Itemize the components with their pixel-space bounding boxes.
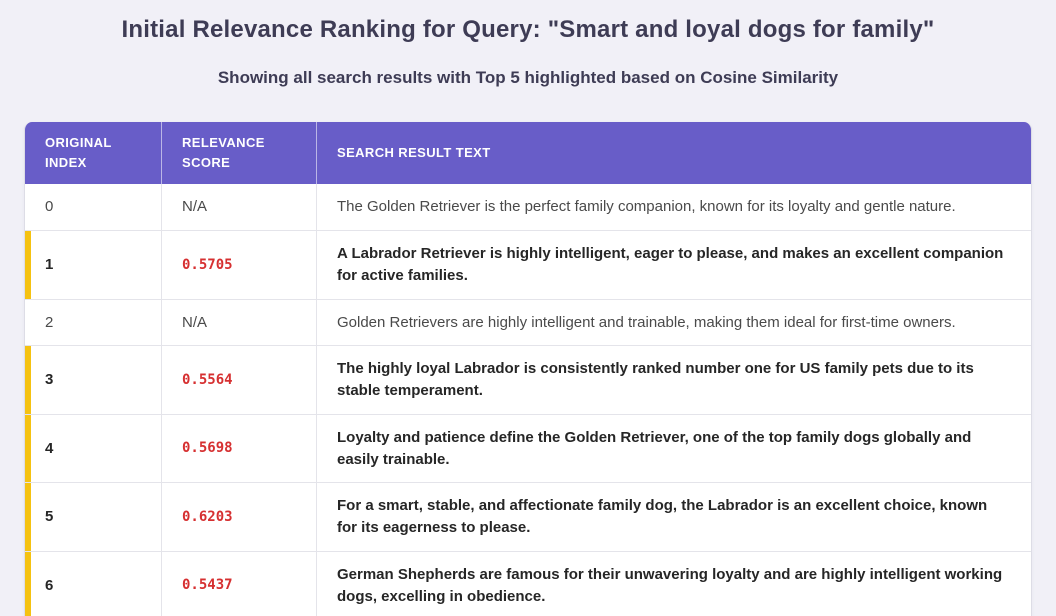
row-relevance-score: 0.5437 (162, 551, 317, 616)
row-result-text: Golden Retrievers are highly intelligent… (317, 299, 1031, 347)
table-row: 2 N/A Golden Retrievers are highly intelli… (25, 299, 1031, 347)
row-original-index: 4 (25, 414, 162, 484)
row-result-text: German Shepherds are famous for their un… (317, 551, 1031, 616)
row-result-text: The highly loyal Labrador is consistentl… (317, 346, 1031, 415)
page-subtitle: Showing all search results with Top 5 hi… (217, 68, 839, 87)
results-table: ORIGINAL INDEX RELEVANCE SCORE SEARCH RE… (25, 122, 1031, 616)
row-original-index: 2 (25, 299, 162, 347)
row-original-index: 3 (25, 346, 162, 415)
column-header-relevance-score: RELEVANCE SCORE (162, 122, 317, 185)
row-original-index: 5 (25, 483, 162, 552)
column-header-original-index: ORIGINAL INDEX (25, 122, 162, 185)
table-row: 4 0.5698 Loyalty and patience define the G… (25, 414, 1031, 484)
results-table-header: ORIGINAL INDEX RELEVANCE SCORE SEARCH RE… (25, 122, 1031, 185)
results-table-body: 0 N/A The Golden Retriever is the perfect … (25, 184, 1031, 616)
row-original-index: 1 (25, 231, 162, 300)
row-relevance-score: 0.5705 (162, 231, 317, 300)
header-row: ORIGINAL INDEX RELEVANCE SCORE SEARCH RE… (25, 122, 1031, 185)
row-original-index: 0 (25, 184, 162, 232)
page-title: Initial Relevance Ranking for Query: "Sm… (121, 16, 935, 43)
row-result-text: Loyalty and patience define the Golden R… (317, 414, 1031, 484)
row-result-text: A Labrador Retriever is highly intellige… (317, 231, 1031, 300)
row-result-text: For a smart, stable, and affectionate fa… (317, 483, 1031, 552)
row-relevance-score: N/A (162, 299, 317, 347)
table-row: 5 0.6203 For a smart, stable, and affectio… (25, 483, 1031, 552)
table-row: 6 0.5437 German Shepherds are famous for t… (25, 551, 1031, 616)
table-row: 0 N/A The Golden Retriever is the perfect … (25, 184, 1031, 232)
row-relevance-score: 0.6203 (162, 483, 317, 552)
row-relevance-score: 0.5564 (162, 346, 317, 415)
row-relevance-score: 0.5698 (162, 414, 317, 484)
column-header-search-result-text: SEARCH RESULT TEXT (317, 122, 1031, 185)
row-result-text: The Golden Retriever is the perfect fami… (317, 184, 1031, 232)
row-original-index: 6 (25, 551, 162, 616)
results-table-container: ORIGINAL INDEX RELEVANCE SCORE SEARCH RE… (24, 122, 1032, 616)
table-row: 1 0.5705 A Labrador Retriever is highly in… (25, 231, 1031, 300)
table-row: 3 0.5564 The highly loyal Labrador is cons… (25, 346, 1031, 415)
row-relevance-score: N/A (162, 184, 317, 232)
